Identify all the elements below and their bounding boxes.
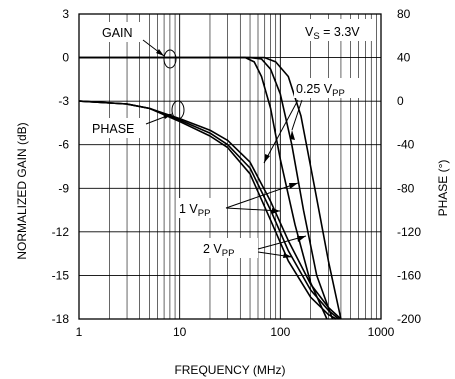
x-tick-label: 100: [270, 325, 290, 339]
y-left-tick-label: 0: [62, 51, 69, 65]
x-tick-label: 1000: [368, 325, 395, 339]
y-right-tick-label: 0: [397, 94, 404, 108]
vpp-1-label: 1 VPP: [179, 202, 210, 219]
y-right-tick-label: 80: [397, 7, 411, 21]
supply-voltage-annotation: VS = 3.3V: [305, 25, 360, 42]
y-left-tick-label: -9: [58, 181, 69, 195]
gain-label: GAIN: [102, 26, 133, 40]
vpp-025-arrowhead-1: [264, 154, 270, 163]
y-left-axis-title: NORMALIZED GAIN (dB): [15, 122, 29, 259]
vpp-2-arrowhead-1: [297, 236, 306, 242]
vpp-1-arrowhead-1: [289, 183, 298, 189]
chart-frame: [78, 13, 382, 320]
chart-grid: [79, 14, 381, 319]
chart-annotations: VS = 3.3V GAIN PHASE 0.25 VPP 1 VPP 2 VP…: [90, 19, 375, 259]
y-right-tick-label: -200: [397, 312, 421, 326]
y-left-tick-label: -18: [52, 312, 70, 326]
y-right-tick-label: -40: [397, 138, 415, 152]
vpp-1-pointer-1: [225, 182, 299, 209]
vpp-025-pointer-2: [291, 99, 303, 131]
chart-curves: [78, 56, 342, 320]
vpp-025-label: 0.25 VPP: [296, 82, 345, 99]
phase-curve-0-25-vpp: [78, 100, 342, 320]
y-right-axis-title: PHASE (°): [436, 160, 450, 217]
phase-label: PHASE: [92, 122, 134, 136]
y-right-tick-label: -120: [397, 225, 421, 239]
vpp-2-label: 2 VPP: [203, 242, 234, 259]
phase-marker-ellipse: [171, 100, 185, 120]
x-tick-label: 10: [173, 325, 187, 339]
y-left-tick-label: 3: [62, 7, 69, 21]
gain-marker-ellipse: [163, 49, 177, 69]
y-right-tick-label: -160: [397, 268, 421, 282]
vpp-1-arrowhead-2: [272, 208, 280, 214]
y-right-tick-label: 40: [397, 51, 411, 65]
vpp-2-arrowhead-2: [283, 253, 292, 258]
chart-tick-labels: 1 10 100 1000 3 0 -3 -6 -9 -12 -15 -18 80 40 0 -40 -80 -1…: [52, 7, 422, 339]
plot-border: [78, 13, 382, 320]
gain-arrowhead: [156, 49, 164, 56]
y-left-tick-label: -12: [52, 225, 70, 239]
phase-arrowhead: [163, 114, 172, 119]
vpp-1-pointer-2: [225, 207, 281, 212]
vpp-025-arrowhead-2: [290, 130, 295, 140]
y-left-tick-label: -15: [52, 268, 70, 282]
x-tick-label: 1: [76, 325, 83, 339]
y-left-tick-label: -6: [58, 138, 69, 152]
gain-curve-2-vpp: [79, 56, 328, 320]
vpp-025-pointer-1: [263, 99, 299, 164]
y-left-tick-label: -3: [58, 94, 69, 108]
y-right-tick-label: -80: [397, 181, 415, 195]
x-axis-title: FREQUENCY (MHz): [174, 363, 285, 377]
